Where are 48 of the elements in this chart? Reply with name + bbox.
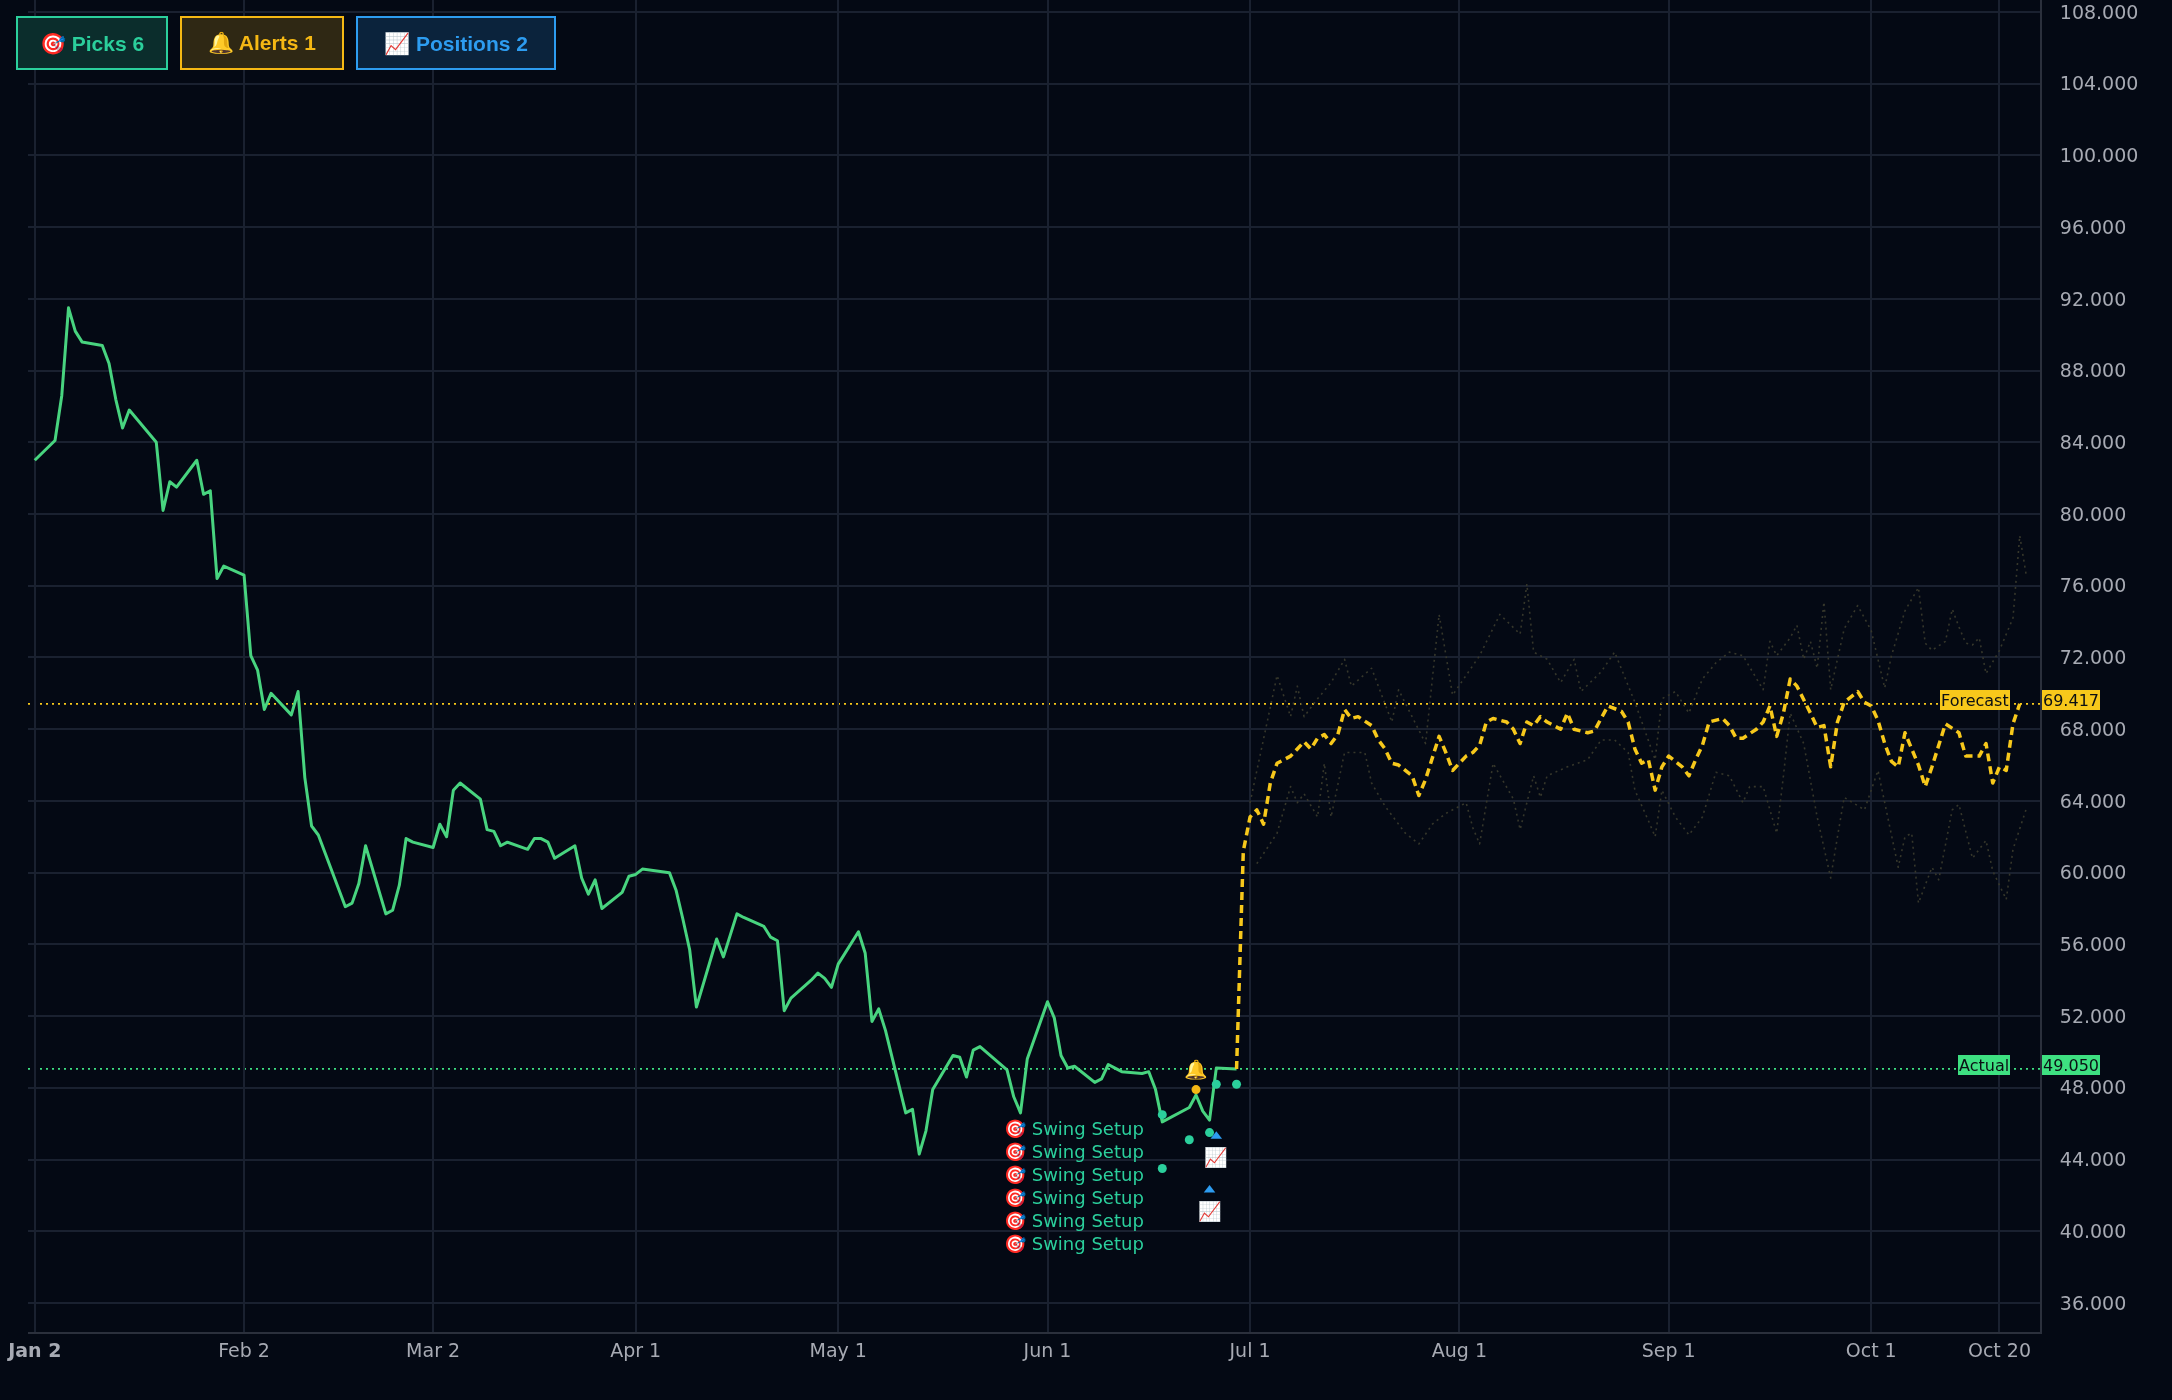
x-tick-label: Oct 20 (1967, 1338, 2032, 1361)
text: 🔔 Alerts 1 (207, 31, 317, 55)
y-tick-label: 40.000 (2059, 1219, 2127, 1242)
y-tick-label: 80.000 (2059, 502, 2127, 525)
y-tick-label: 108.000 (2059, 0, 2139, 23)
annotation: 🎯 Swing Setup (1004, 1118, 1144, 1139)
y-tick-label: 52.000 (2059, 1004, 2127, 1027)
x-tick-label: Aug 1 (1431, 1338, 1487, 1361)
y-tick-label: 44.000 (2059, 1148, 2127, 1171)
y-tick-label: 56.000 (2059, 933, 2127, 956)
line-series (1256, 712, 2028, 904)
text: 📈 Positions 2 (384, 30, 528, 56)
y-tick-label: 64.000 (2059, 789, 2127, 812)
y-tick-label: 36.000 (2059, 1291, 2127, 1314)
x-tick-label: Mar 2 (406, 1338, 461, 1361)
x-tick-label: Sep 1 (1641, 1338, 1696, 1361)
text: 🎯 Picks 6 (39, 31, 145, 55)
y-tick-label: 96.000 (2059, 215, 2127, 238)
x-tick-label: Jul 1 (1228, 1338, 1271, 1361)
x-tick-label: Jan 2 (6, 1338, 62, 1361)
annotation: 🔔 (1184, 1058, 1208, 1081)
x-tick-label: Jun 1 (1022, 1338, 1072, 1361)
x-tick-label: Apr 1 (610, 1338, 662, 1361)
annotation: 🎯 Swing Setup (1004, 1141, 1144, 1162)
annotation: 🎯 Swing Setup (1004, 1187, 1144, 1208)
ref-line-label: Forecast (1941, 690, 2009, 710)
annotation: 69.417 (2043, 690, 2099, 710)
x-tick-label: Oct 1 (1845, 1338, 1897, 1361)
annotation: 49.050 (2043, 1055, 2099, 1075)
x-tick-label: May 1 (809, 1338, 867, 1361)
annotation: 📈 (1204, 1146, 1228, 1169)
y-tick-label: 100.000 (2059, 144, 2139, 167)
y-tick-label: 104.000 (2059, 72, 2139, 95)
annotation: 📈 (1198, 1200, 1222, 1223)
y-tick-label: 60.000 (2059, 861, 2127, 884)
annotation: 🎯 Swing Setup (1004, 1210, 1144, 1231)
y-tick-label: 48.000 (2059, 1076, 2127, 1099)
ref-line-label: Actual (1959, 1055, 2010, 1075)
line-series (1249, 534, 2028, 804)
x-tick-label: Feb 2 (218, 1338, 270, 1361)
y-tick-label: 72.000 (2059, 646, 2127, 669)
y-tick-label: 68.000 (2059, 717, 2127, 740)
y-tick-label: 88.000 (2059, 359, 2127, 382)
annotation: 🎯 Swing Setup (1004, 1164, 1144, 1185)
y-tick-label: 92.000 (2059, 287, 2127, 310)
y-tick-label: 76.000 (2059, 574, 2127, 597)
y-tick-label: 84.000 (2059, 430, 2127, 453)
annotation: 🎯 Swing Setup (1004, 1233, 1144, 1254)
